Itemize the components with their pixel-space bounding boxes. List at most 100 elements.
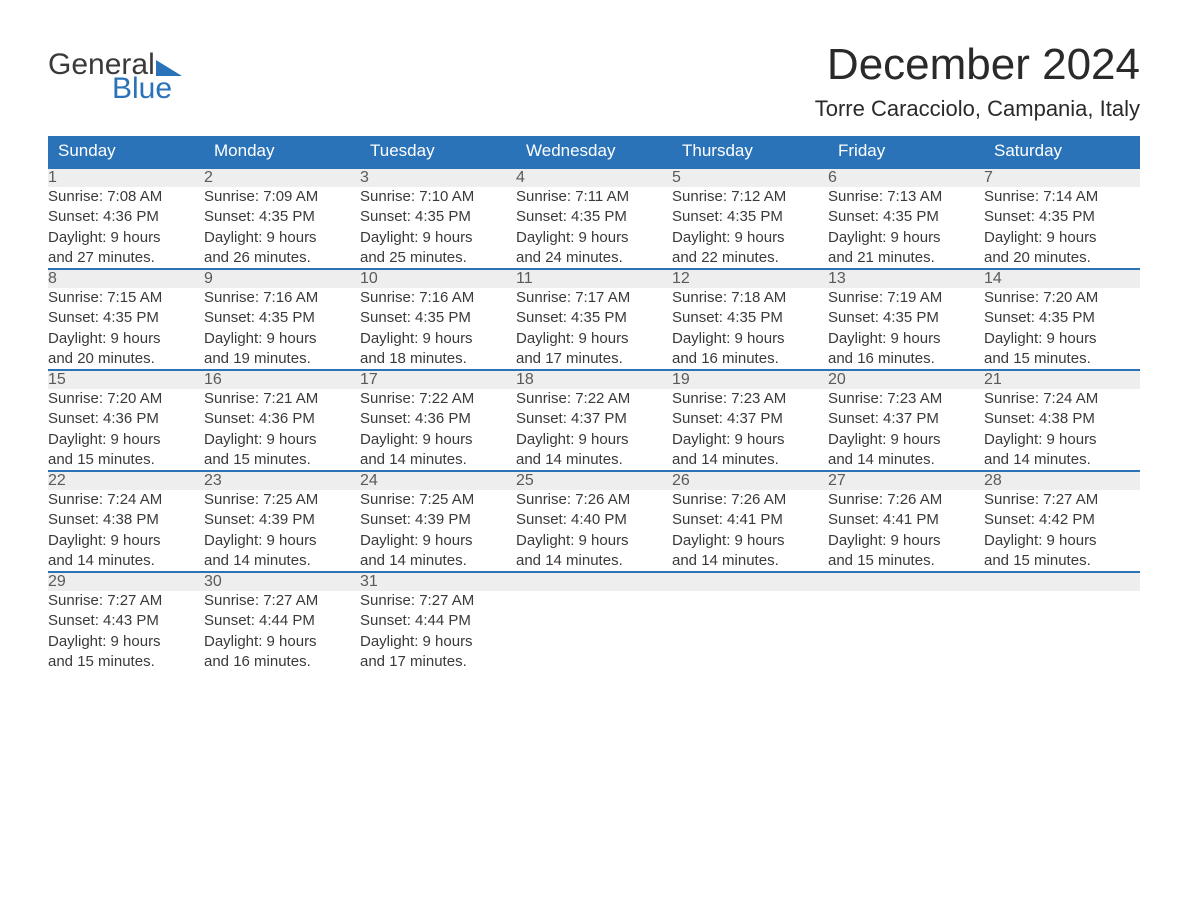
day-number-cell: 9 (204, 269, 360, 288)
day-number: 5 (672, 169, 681, 186)
day-number: 29 (48, 573, 66, 590)
sunrise-line: Sunrise: 7:20 AM (48, 389, 204, 409)
day-number-cell: 27 (828, 471, 984, 490)
daylight-line-2: and 18 minutes. (360, 349, 516, 369)
daylight-line-2: and 14 minutes. (48, 551, 204, 571)
sunrise-line: Sunrise: 7:10 AM (360, 187, 516, 207)
day-number: 26 (672, 472, 690, 489)
sunrise-line: Sunrise: 7:15 AM (48, 288, 204, 308)
dayname-row: Sunday Monday Tuesday Wednesday Thursday… (48, 136, 1140, 168)
day-number: 8 (48, 270, 57, 287)
day-number-cell: 3 (360, 168, 516, 187)
daynum-row: 293031.... (48, 572, 1140, 591)
location-subtitle: Torre Caracciolo, Campania, Italy (815, 96, 1140, 122)
calendar-body: 1234567Sunrise: 7:08 AMSunset: 4:36 PMDa… (48, 168, 1140, 672)
sunrise-line: Sunrise: 7:23 AM (672, 389, 828, 409)
day-content-cell: Sunrise: 7:16 AMSunset: 4:35 PMDaylight:… (360, 288, 516, 370)
daylight-line-1: Daylight: 9 hours (984, 531, 1140, 551)
day-number: 23 (204, 472, 222, 489)
dayname-thursday: Thursday (672, 136, 828, 168)
daylight-line-1: Daylight: 9 hours (828, 430, 984, 450)
daynum-row: 891011121314 (48, 269, 1140, 288)
daylight-line-1: Daylight: 9 hours (360, 531, 516, 551)
day-number-cell: . (828, 572, 984, 591)
day-content-cell: Sunrise: 7:22 AMSunset: 4:36 PMDaylight:… (360, 389, 516, 471)
day-number-cell: 26 (672, 471, 828, 490)
day-content-cell: Sunrise: 7:26 AMSunset: 4:40 PMDaylight:… (516, 490, 672, 572)
sunrise-line: Sunrise: 7:20 AM (984, 288, 1140, 308)
sunrise-line: Sunrise: 7:27 AM (48, 591, 204, 611)
daylight-line-2: and 22 minutes. (672, 248, 828, 268)
daylight-line-1: Daylight: 9 hours (48, 632, 204, 652)
sunrise-line: Sunrise: 7:16 AM (204, 288, 360, 308)
day-number-cell: 15 (48, 370, 204, 389)
day-number: 18 (516, 371, 534, 388)
day-content-cell: Sunrise: 7:25 AMSunset: 4:39 PMDaylight:… (204, 490, 360, 572)
day-content-cell: Sunrise: 7:12 AMSunset: 4:35 PMDaylight:… (672, 187, 828, 269)
daylight-line-2: and 14 minutes. (360, 450, 516, 470)
day-content-cell (984, 591, 1140, 672)
day-number: 2 (204, 169, 213, 186)
day-content-cell: Sunrise: 7:09 AMSunset: 4:35 PMDaylight:… (204, 187, 360, 269)
day-number-cell: . (516, 572, 672, 591)
day-number-cell: 16 (204, 370, 360, 389)
sunset-line: Sunset: 4:35 PM (984, 207, 1140, 227)
day-content-cell (672, 591, 828, 672)
daylight-line-1: Daylight: 9 hours (984, 228, 1140, 248)
daylight-line-2: and 14 minutes. (516, 551, 672, 571)
sunset-line: Sunset: 4:43 PM (48, 611, 204, 631)
sunset-line: Sunset: 4:44 PM (204, 611, 360, 631)
daylight-line-2: and 16 minutes. (828, 349, 984, 369)
day-number-cell: 29 (48, 572, 204, 591)
day-number: 13 (828, 270, 846, 287)
day-number: 3 (360, 169, 369, 186)
day-number-cell: 17 (360, 370, 516, 389)
title-block: December 2024 Torre Caracciolo, Campania… (815, 40, 1140, 122)
daylight-line-2: and 17 minutes. (516, 349, 672, 369)
dayname-friday: Friday (828, 136, 984, 168)
day-number-cell: 20 (828, 370, 984, 389)
day-number-cell: 12 (672, 269, 828, 288)
daylight-line-2: and 15 minutes. (204, 450, 360, 470)
content-row: Sunrise: 7:15 AMSunset: 4:35 PMDaylight:… (48, 288, 1140, 370)
sunrise-line: Sunrise: 7:18 AM (672, 288, 828, 308)
daylight-line-1: Daylight: 9 hours (360, 228, 516, 248)
daylight-line-2: and 20 minutes. (48, 349, 204, 369)
day-number-cell: 23 (204, 471, 360, 490)
day-content-cell: Sunrise: 7:22 AMSunset: 4:37 PMDaylight:… (516, 389, 672, 471)
day-number: 24 (360, 472, 378, 489)
daylight-line-1: Daylight: 9 hours (828, 329, 984, 349)
content-row: Sunrise: 7:20 AMSunset: 4:36 PMDaylight:… (48, 389, 1140, 471)
sunrise-line: Sunrise: 7:24 AM (984, 389, 1140, 409)
daylight-line-2: and 15 minutes. (48, 652, 204, 672)
day-content-cell: Sunrise: 7:25 AMSunset: 4:39 PMDaylight:… (360, 490, 516, 572)
sunrise-line: Sunrise: 7:23 AM (828, 389, 984, 409)
daylight-line-2: and 14 minutes. (828, 450, 984, 470)
sunset-line: Sunset: 4:35 PM (204, 207, 360, 227)
day-number-cell: 8 (48, 269, 204, 288)
content-row: Sunrise: 7:27 AMSunset: 4:43 PMDaylight:… (48, 591, 1140, 672)
daylight-line-1: Daylight: 9 hours (984, 430, 1140, 450)
sunset-line: Sunset: 4:35 PM (360, 308, 516, 328)
daylight-line-1: Daylight: 9 hours (828, 531, 984, 551)
daylight-line-2: and 14 minutes. (672, 450, 828, 470)
sunset-line: Sunset: 4:44 PM (360, 611, 516, 631)
day-number-cell: 4 (516, 168, 672, 187)
day-content-cell: Sunrise: 7:16 AMSunset: 4:35 PMDaylight:… (204, 288, 360, 370)
daylight-line-1: Daylight: 9 hours (672, 329, 828, 349)
sunrise-line: Sunrise: 7:25 AM (360, 490, 516, 510)
sunrise-line: Sunrise: 7:11 AM (516, 187, 672, 207)
day-number-cell: . (672, 572, 828, 591)
sunrise-line: Sunrise: 7:25 AM (204, 490, 360, 510)
dayname-sunday: Sunday (48, 136, 204, 168)
day-number: 6 (828, 169, 837, 186)
sunset-line: Sunset: 4:35 PM (516, 308, 672, 328)
logo-word-blue: Blue (112, 74, 182, 104)
content-row: Sunrise: 7:24 AMSunset: 4:38 PMDaylight:… (48, 490, 1140, 572)
daylight-line-2: and 14 minutes. (672, 551, 828, 571)
day-number-cell: 7 (984, 168, 1140, 187)
sunrise-line: Sunrise: 7:16 AM (360, 288, 516, 308)
day-number-cell: . (984, 572, 1140, 591)
daylight-line-2: and 14 minutes. (516, 450, 672, 470)
sunset-line: Sunset: 4:35 PM (672, 207, 828, 227)
